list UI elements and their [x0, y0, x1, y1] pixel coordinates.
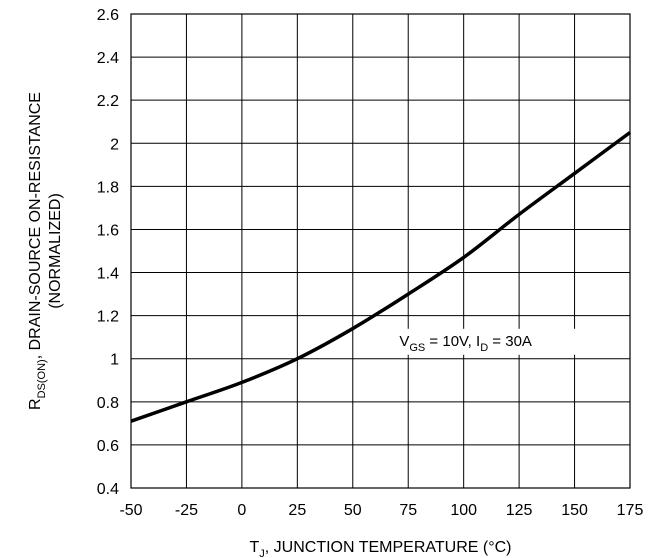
- x-axis-title-subscript: J: [259, 548, 265, 558]
- y-tick-label: 1.4: [97, 266, 119, 283]
- x-tick-label: 0: [237, 502, 246, 519]
- x-tick-label: 125: [506, 502, 533, 519]
- y-tick-label: 1.2: [97, 309, 119, 326]
- y-axis-title-line2: (NORMALIZED): [47, 193, 64, 309]
- y-tick-labels: 0.4 0.6 0.8 1 1.2 1.4 1.6 1.8 2 2.2 2.4 2.6: [97, 7, 119, 498]
- y-axis-title-prefix: R: [27, 398, 44, 410]
- y-tick-label: 0.8: [97, 395, 119, 412]
- y-tick-label: 2.2: [97, 93, 119, 110]
- y-tick-label: 1.6: [97, 222, 119, 239]
- y-axis-title: RDS(ON), DRAIN-SOURCE ON-RESISTANCE (NOR…: [27, 92, 64, 410]
- y-axis-title-line1: RDS(ON), DRAIN-SOURCE ON-RESISTANCE: [27, 92, 48, 410]
- y-axis-title-suffix: , DRAIN-SOURCE ON-RESISTANCE: [27, 92, 44, 359]
- annotation-background: [395, 328, 614, 355]
- x-axis-title-suffix: , JUNCTION TEMPERATURE (°C): [265, 539, 512, 556]
- x-tick-label: 150: [561, 502, 588, 519]
- y-tick-label: 2: [110, 136, 119, 153]
- x-tick-label: 175: [617, 502, 644, 519]
- y-axis-title-subscript: DS(ON): [36, 359, 48, 398]
- y-tick-label: 2.6: [97, 7, 119, 24]
- annotation-v-prefix: V: [399, 333, 409, 350]
- series-curve-group: [130, 131, 632, 423]
- plot-frame: [130, 13, 631, 489]
- annotation-i-value: = 30A: [488, 333, 532, 350]
- y-tick-label: 2.4: [97, 50, 119, 67]
- annotation-v-value: = 10V, I: [425, 333, 480, 350]
- x-tick-label: -25: [175, 502, 198, 519]
- y-tick-label: 0.6: [97, 438, 119, 455]
- x-tick-label: 25: [288, 502, 306, 519]
- x-tick-labels: -50 -25 0 25 50 75 100 125 150 175: [119, 502, 643, 519]
- x-tick-label: 100: [450, 502, 477, 519]
- x-axis-title-prefix: T: [250, 539, 260, 556]
- series-line: [130, 131, 632, 423]
- annotation-i-subscript: D: [480, 342, 488, 354]
- x-tick-label: 75: [399, 502, 417, 519]
- x-axis-title: TJ, JUNCTION TEMPERATURE (°C): [250, 539, 512, 558]
- y-tick-label: 1: [110, 352, 119, 369]
- grid: [130, 13, 631, 489]
- x-tick-label: -50: [119, 502, 142, 519]
- x-tick-label: 50: [344, 502, 362, 519]
- annotation-v-subscript: GS: [409, 342, 425, 354]
- condition-annotation: VGS = 10V, ID = 30A: [399, 333, 532, 354]
- y-tick-label: 1.8: [97, 179, 119, 196]
- y-tick-label: 0.4: [97, 481, 119, 498]
